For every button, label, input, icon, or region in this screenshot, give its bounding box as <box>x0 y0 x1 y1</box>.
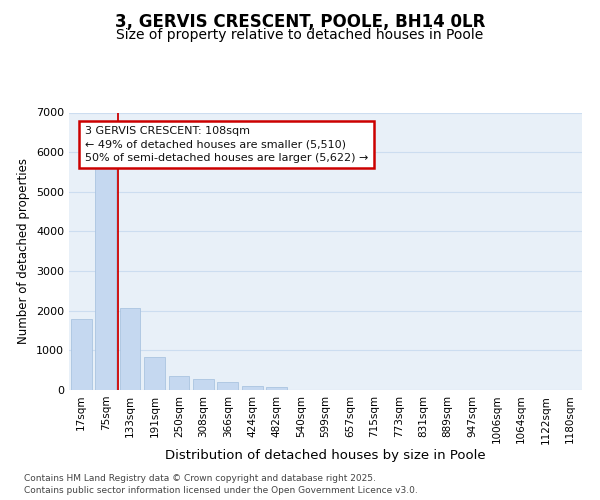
X-axis label: Distribution of detached houses by size in Poole: Distribution of detached houses by size … <box>165 449 486 462</box>
Text: 3 GERVIS CRESCENT: 108sqm
← 49% of detached houses are smaller (5,510)
50% of se: 3 GERVIS CRESCENT: 108sqm ← 49% of detac… <box>85 126 368 163</box>
Bar <box>193 378 214 390</box>
Text: 3, GERVIS CRESCENT, POOLE, BH14 0LR: 3, GERVIS CRESCENT, POOLE, BH14 0LR <box>115 12 485 30</box>
Bar <box>144 358 165 390</box>
Bar <box>71 320 92 390</box>
Text: Size of property relative to detached houses in Poole: Size of property relative to detached ho… <box>116 28 484 42</box>
Y-axis label: Number of detached properties: Number of detached properties <box>17 158 31 344</box>
Bar <box>242 386 263 390</box>
Bar <box>217 382 238 390</box>
Bar <box>169 376 190 390</box>
Text: Contains HM Land Registry data © Crown copyright and database right 2025.
Contai: Contains HM Land Registry data © Crown c… <box>24 474 418 495</box>
Bar <box>266 387 287 390</box>
Bar <box>95 160 116 390</box>
Bar <box>119 308 140 390</box>
